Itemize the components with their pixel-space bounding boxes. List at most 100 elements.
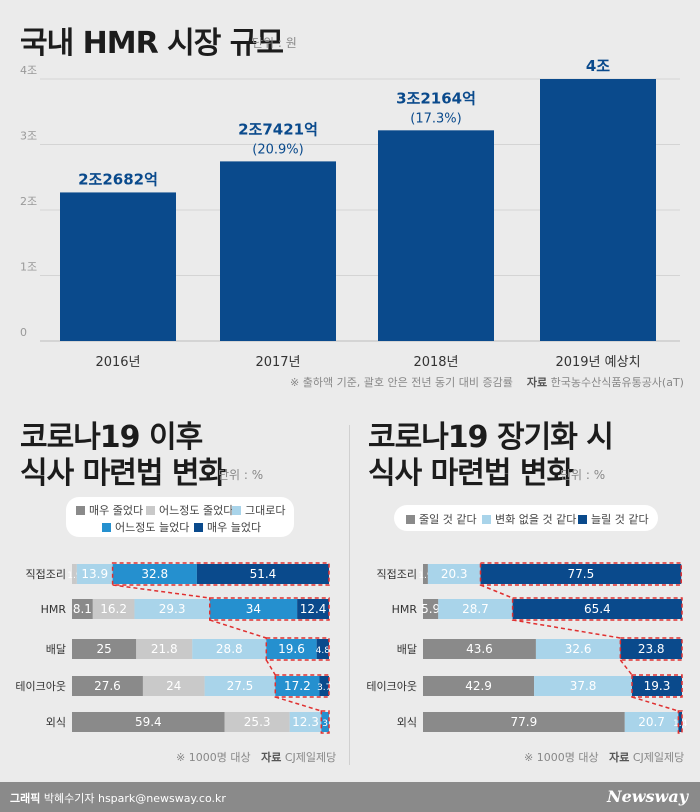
category-label: HMR (392, 603, 418, 616)
stacked-segment (624, 712, 679, 732)
stacked-segment (134, 599, 210, 619)
legend-label: 어느정도 줄었다 (159, 504, 234, 517)
y-tick-label: 3조 (20, 130, 37, 143)
right-legend-item: 줄일 것 같다 (406, 511, 477, 527)
stacked-segment (632, 676, 682, 696)
segment-value-label: 25 (96, 642, 111, 656)
highlight-connector (480, 584, 513, 599)
segment-value-label: 20.7 (638, 715, 665, 729)
right-legend: 줄일 것 같다 변화 없을 것 같다 늘릴 것 같다 (394, 505, 658, 531)
right-legend-item: 늘릴 것 같다 (578, 511, 649, 527)
footer-credit-text: 박혜수기자 hspark@newsway.co.kr (43, 792, 226, 805)
legend-swatch (194, 523, 203, 532)
stacked-segment (275, 676, 320, 696)
top-chart-note: ※ 출하액 기준, 괄호 안은 전년 동기 대비 증감률 (290, 376, 513, 389)
segment-value-label: 65.4 (584, 602, 611, 616)
segment-value-label: 23.8 (638, 642, 665, 656)
segment-value-label: 1.4 (673, 719, 688, 729)
category-label: 직접조리 (26, 568, 66, 581)
segment-value-label: 12.3 (292, 715, 319, 729)
segment-value-label: 8.1 (73, 602, 92, 616)
right-panel-title-line2: 식사 마련법 변화 (368, 456, 574, 491)
stacked-segment (535, 639, 621, 659)
stacked-segment (192, 639, 267, 659)
x-tick-label: 2018년 (413, 355, 458, 370)
stacked-segment (678, 712, 682, 732)
category-label: 테이크아웃 (366, 680, 417, 693)
segment-value-label: 37.8 (570, 679, 597, 693)
bar-value-label: 3조2164억 (396, 89, 476, 107)
stacked-segment (112, 564, 197, 584)
stacked-segment (142, 676, 205, 696)
left-legend-item: 어느정도 줄었다 (146, 502, 233, 518)
left-panel-note: ※ 1000명 대상 (176, 751, 251, 764)
highlight-connector (512, 619, 621, 639)
bar (540, 79, 656, 341)
top-chart-bars (60, 79, 656, 341)
legend-swatch (482, 515, 491, 524)
highlight-outline (619, 637, 683, 661)
legend-swatch (76, 506, 85, 515)
legend-swatch (578, 515, 587, 524)
stacked-segment (76, 564, 113, 584)
left-panel-unit: 단위 : % (218, 468, 264, 482)
legend-label: 줄일 것 같다 (419, 513, 477, 526)
highlight-outline (677, 710, 683, 734)
left-legend-item: 어느정도 늘었다 (102, 519, 189, 535)
segment-value-label: 25.3 (244, 715, 271, 729)
stacked-segment (534, 676, 633, 696)
category-label: 테이크아웃 (15, 680, 66, 693)
stacked-segment (224, 712, 290, 732)
right-panel-title-line1: 코로나19 장기화 시 (368, 420, 614, 455)
stacked-segment (423, 712, 625, 732)
stacked-segment (136, 639, 193, 659)
segment-value-label: 1.9 (418, 571, 433, 581)
left-panel-title-line1: 코로나19 이후 (20, 420, 203, 455)
right-panel-note: ※ 1000명 대상 (524, 751, 599, 764)
left-legend-item: 매우 늘었다 (194, 519, 261, 535)
segment-value-label: 20.3 (441, 567, 468, 581)
left-panel-title: 코로나19 이후 식사 마련법 변화 (20, 420, 226, 492)
category-label: 외식 (46, 716, 66, 729)
highlight-connector (275, 696, 322, 712)
stacked-segment (204, 676, 276, 696)
highlight-outline (631, 674, 683, 698)
bar-value-label: 2조7421억 (238, 120, 318, 138)
segment-value-label: 42.9 (465, 679, 492, 693)
right-panel-unit: 단위 : % (560, 468, 606, 482)
top-chart-title: 국내 HMR 시장 규모 (20, 26, 284, 61)
stacked-segment (316, 639, 329, 659)
bar-growth-label: (20.9%) (252, 142, 303, 157)
left-panel-source: CJ제일제당 (284, 751, 337, 764)
category-label: 배달 (46, 643, 66, 656)
panel-divider (349, 425, 350, 765)
segment-value-label: 29.3 (159, 602, 186, 616)
top-chart-labels: 2016년 2조2682억 2017년 2조7421억 (20.9%) 2018년 3조21… (78, 57, 640, 370)
segment-value-label: 17.2 (284, 679, 311, 693)
stacked-segment (512, 599, 682, 619)
highlight-outline (265, 637, 330, 661)
segment-value-label: 77.9 (511, 715, 538, 729)
category-label: 직접조리 (377, 568, 417, 581)
stacked-segment (423, 639, 536, 659)
segment-value-label: 16.2 (100, 602, 127, 616)
top-chart-source: 한국농수산식품유통공사(aT) (550, 376, 684, 389)
footer-bar: 그래픽 박혜수기자 hspark@newsway.co.kr Newsway (0, 782, 700, 812)
segment-value-label: 12.4 (300, 602, 327, 616)
highlight-connector (631, 696, 679, 712)
highlight-outline (274, 674, 330, 698)
segment-value-label: 27.5 (227, 679, 254, 693)
stacked-segment (321, 712, 329, 732)
segment-value-label: 4.8 (316, 646, 331, 656)
stacked-segment (297, 599, 329, 619)
right-panel-source-label: 자료 (609, 751, 630, 764)
segment-value-label: 34 (246, 602, 261, 616)
stacked-segment (620, 639, 682, 659)
highlight-connector (112, 584, 210, 599)
stacked-segment (438, 599, 513, 619)
x-tick-label: 2019년 예상치 (555, 355, 640, 370)
legend-label: 매우 줄었다 (89, 504, 144, 517)
bar-value-label: 2조2682억 (78, 170, 158, 188)
stacked-segment (427, 564, 481, 584)
legend-swatch (146, 506, 155, 515)
